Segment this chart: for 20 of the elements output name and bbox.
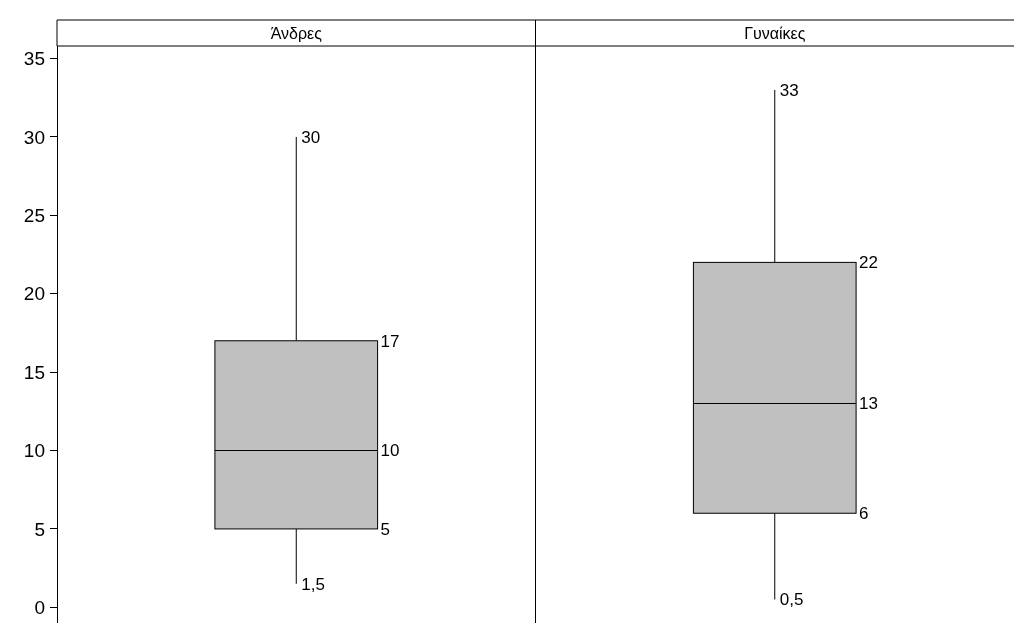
annotation: 1,5 (301, 574, 325, 594)
y-tick-label: 15 (23, 361, 45, 383)
y-tick-label: 0 (34, 596, 45, 618)
annotation: 0,5 (779, 590, 804, 610)
y-tick-label: 5 (34, 518, 45, 540)
annotation: 6 (859, 504, 869, 524)
annotation: 30 (301, 127, 321, 147)
y-tick-label: 10 (23, 440, 45, 462)
annotation: 10 (380, 441, 400, 461)
annotation: 5 (380, 519, 391, 539)
y-tick-label: 35 (23, 48, 45, 70)
y-tick-label: 30 (23, 126, 45, 148)
x-tick-label: Άνδρες (270, 24, 323, 42)
annotation: 17 (380, 331, 400, 351)
annotation: 22 (859, 253, 879, 273)
y-tick-label: 25 (23, 204, 45, 226)
annotation: 33 (779, 80, 799, 100)
y-tick-label: 20 (23, 283, 45, 305)
annotation: 13 (859, 394, 879, 414)
x-tick-label: Γυναίκες (744, 24, 806, 42)
